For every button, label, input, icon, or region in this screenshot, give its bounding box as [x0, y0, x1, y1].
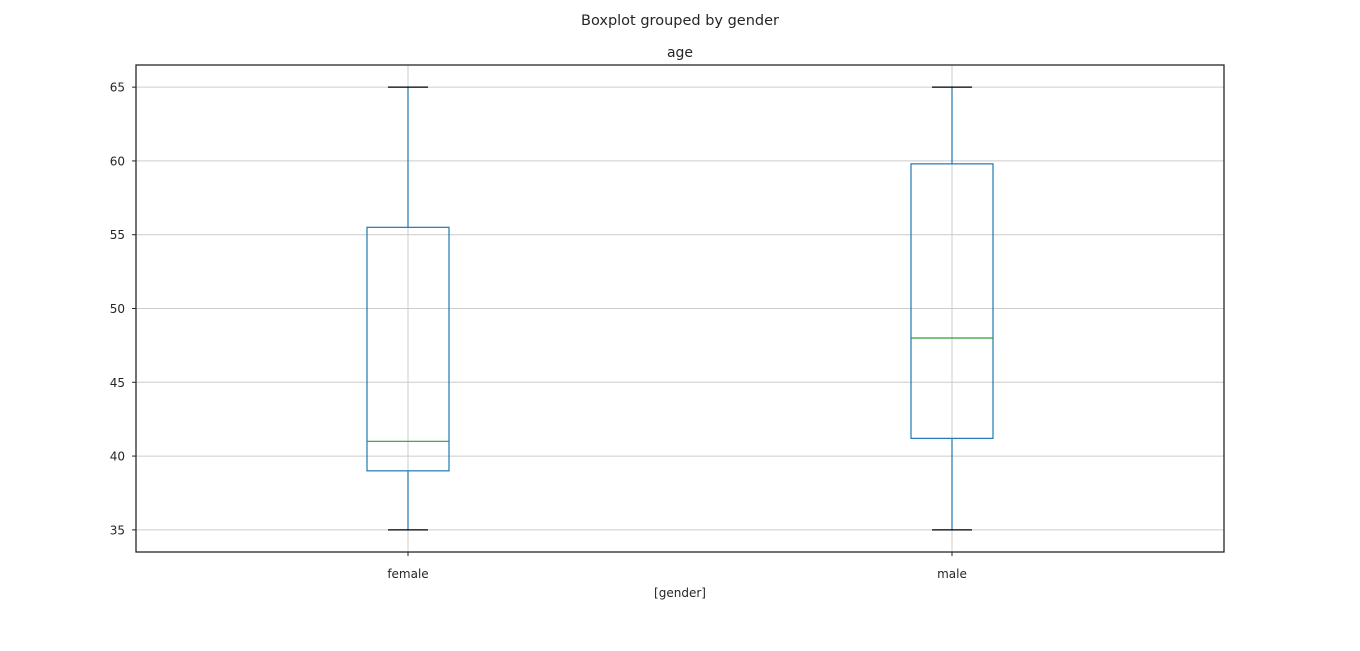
y-tick-label: 50	[110, 302, 125, 316]
y-tick-label: 60	[110, 154, 125, 168]
y-tick-label: 55	[110, 228, 125, 242]
chart-title: age	[667, 45, 693, 61]
x-tick-label-female: female	[387, 567, 428, 581]
box-female	[366, 86, 450, 531]
plot-frame	[135, 64, 1225, 553]
iqr-box	[366, 226, 450, 472]
y-tick-label: 40	[110, 450, 125, 464]
gridlines	[136, 65, 1224, 552]
x-tick-label-male: male	[937, 567, 967, 581]
axis-ticks: 35 40 45 50 55 60 65 female male	[110, 81, 967, 581]
y-tick-label: 45	[110, 376, 125, 390]
y-tick-label: 65	[110, 81, 125, 95]
box-male	[910, 86, 994, 531]
boxes	[366, 86, 994, 531]
iqr-box	[910, 163, 994, 439]
x-axis-label: [gender]	[654, 586, 706, 600]
figure-suptitle: Boxplot grouped by gender	[581, 13, 779, 29]
y-tick-label: 35	[110, 523, 125, 537]
